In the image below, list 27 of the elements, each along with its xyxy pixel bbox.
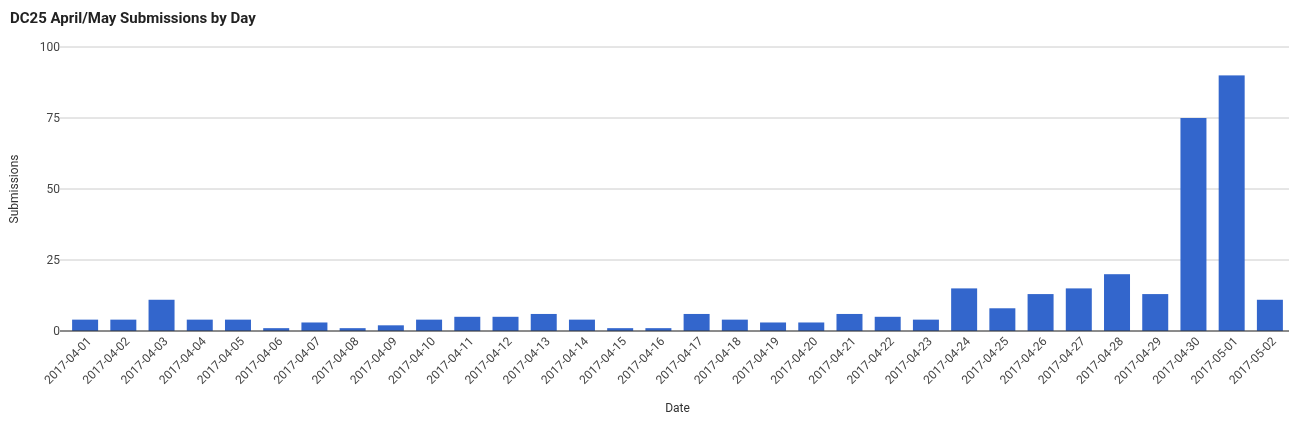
- x-axis-title: Date: [665, 401, 690, 415]
- bar: [951, 288, 978, 331]
- bar: [1218, 75, 1245, 331]
- bar: [1065, 288, 1092, 331]
- bar: [836, 313, 863, 331]
- y-tick-label: 50: [46, 182, 61, 197]
- bar: [1104, 274, 1131, 331]
- bar: [1180, 118, 1207, 331]
- bar: [798, 322, 825, 331]
- y-tick-label: 75: [46, 111, 61, 126]
- bar: [148, 299, 175, 331]
- bar: [989, 308, 1016, 331]
- bar: [683, 313, 710, 331]
- bar: [874, 316, 901, 331]
- bar: [1027, 294, 1054, 331]
- chart-title: DC25 April/May Submissions by Day: [10, 9, 257, 27]
- y-tick-label: 100: [39, 40, 61, 55]
- bar: [1142, 294, 1169, 331]
- y-tick-label: 25: [46, 253, 61, 268]
- bar: [760, 322, 787, 331]
- y-tick-label: 0: [53, 324, 61, 339]
- y-axis-title: Submissions: [7, 154, 21, 224]
- bar: [1256, 299, 1283, 331]
- bar: [530, 313, 557, 331]
- bar: [454, 316, 481, 331]
- bar: [492, 316, 519, 331]
- bar: [301, 322, 328, 331]
